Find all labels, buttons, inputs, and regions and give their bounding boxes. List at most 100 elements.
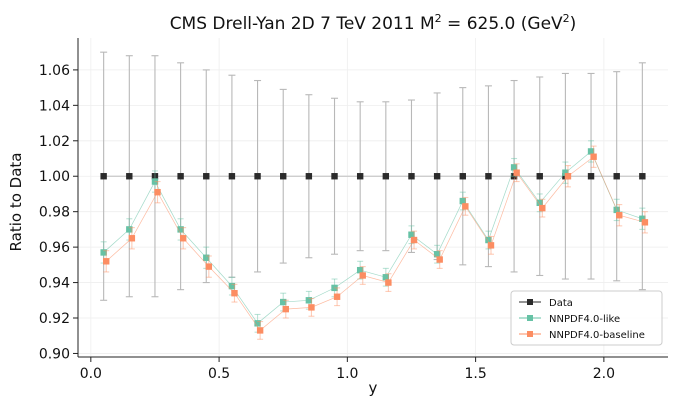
series-2 [103,145,649,340]
data-point [539,204,546,212]
data-point [151,173,159,180]
data-point [100,249,107,256]
chart-title-mid: = 625.0 (GeV [442,14,563,34]
series-line [105,156,646,331]
data-point [513,169,520,176]
data-point [639,173,646,180]
data-point [382,173,390,180]
legend-label: NNPDF4.0-like [549,314,620,325]
data-point [280,298,287,306]
chart-title-main: CMS Drell-Yan 2D 7 TeV 2011 M [170,14,435,34]
data-point [331,173,338,180]
data-point [203,173,210,180]
data-point [616,212,623,219]
data-point [126,173,133,180]
data-point [331,284,338,292]
data-point [562,169,569,176]
data-point [254,320,261,327]
data-point [128,235,136,242]
data-point [333,293,341,300]
y-tick-label: 1.00 [39,169,70,185]
data-point [639,215,646,222]
y-tick-label: 1.06 [39,63,70,79]
data-point [536,199,543,207]
data-point [382,274,390,281]
chart-title-end: ) [570,14,577,34]
data-point [485,236,492,244]
chart-title-sup2: 2 [563,12,570,25]
y-tick-label: 1.04 [39,98,70,114]
chart-title-sup1: 2 [435,12,442,25]
y-tick-label: 0.98 [39,205,70,221]
data-point [536,173,543,180]
x-tick-label: 0.5 [208,366,230,382]
y-tick-label: 0.96 [39,240,70,256]
data-point [487,242,495,249]
data-point [613,173,620,180]
x-tick-label: 2.0 [593,366,615,382]
series-0 [100,51,646,301]
data-point [433,251,441,258]
data-point [305,297,313,304]
axes: 0.90 0.92 0.94 0.96 0.98 1.00 1.02 1.04 1.06 0.0 0… [39,38,668,382]
x-tick-label: 1.5 [464,366,486,382]
data-point [356,266,364,274]
data-point [177,173,184,180]
data-point [256,327,264,334]
data-point [280,173,287,180]
data-point [356,173,364,180]
y-axis-label: Ratio to Data [7,153,25,252]
legend-marker [527,331,533,337]
y-tick-label: 0.90 [39,346,70,362]
data-point [587,173,595,180]
legend-item: NNPDF4.0-like [519,314,620,325]
data-point [154,188,161,196]
legend: Data NNPDF4.0-like NNPDF4.0-baseline [510,290,663,346]
data-point [305,173,313,180]
data-point [151,178,159,185]
x-tick-label: 0.0 [80,366,102,382]
series-line [103,150,643,324]
data-point [205,263,213,270]
series-layer [100,51,649,340]
data-point [254,173,261,180]
data-point [510,173,518,180]
data-point [228,282,236,290]
data-point [485,173,492,180]
data-point [433,173,441,180]
data-point [462,203,469,210]
y-tick-label: 1.02 [39,134,70,150]
data-point [228,173,236,180]
legend-label: Data [549,298,573,309]
data-point [408,231,415,238]
data-point [203,254,210,261]
data-point [282,305,289,313]
data-point [459,197,466,205]
data-point [359,272,366,279]
chart-title: CMS Drell-Yan 2D 7 TeV 2011 M2 = 625.0 (… [170,12,577,34]
legend-marker [527,299,533,305]
x-tick-label: 1.0 [336,366,358,382]
legend-item: Data [519,298,573,309]
y-tick-label: 0.92 [39,311,70,327]
data-point [308,304,315,311]
data-point [459,173,466,180]
x-axis-label: y [369,379,378,397]
legend-label: NNPDF4.0-baseline [549,330,645,341]
data-point [100,173,107,180]
data-point [410,236,418,244]
legend-marker [527,315,533,321]
data-point [436,256,443,263]
data-point [179,235,187,242]
data-point [103,258,110,265]
data-point [177,226,184,233]
data-point [590,153,597,160]
data-point [126,226,133,233]
data-point [231,290,238,297]
data-point [564,173,572,180]
data-point [408,173,415,180]
data-point [385,279,392,286]
legend-box [510,290,663,346]
legend-item: NNPDF4.0-baseline [519,330,645,341]
